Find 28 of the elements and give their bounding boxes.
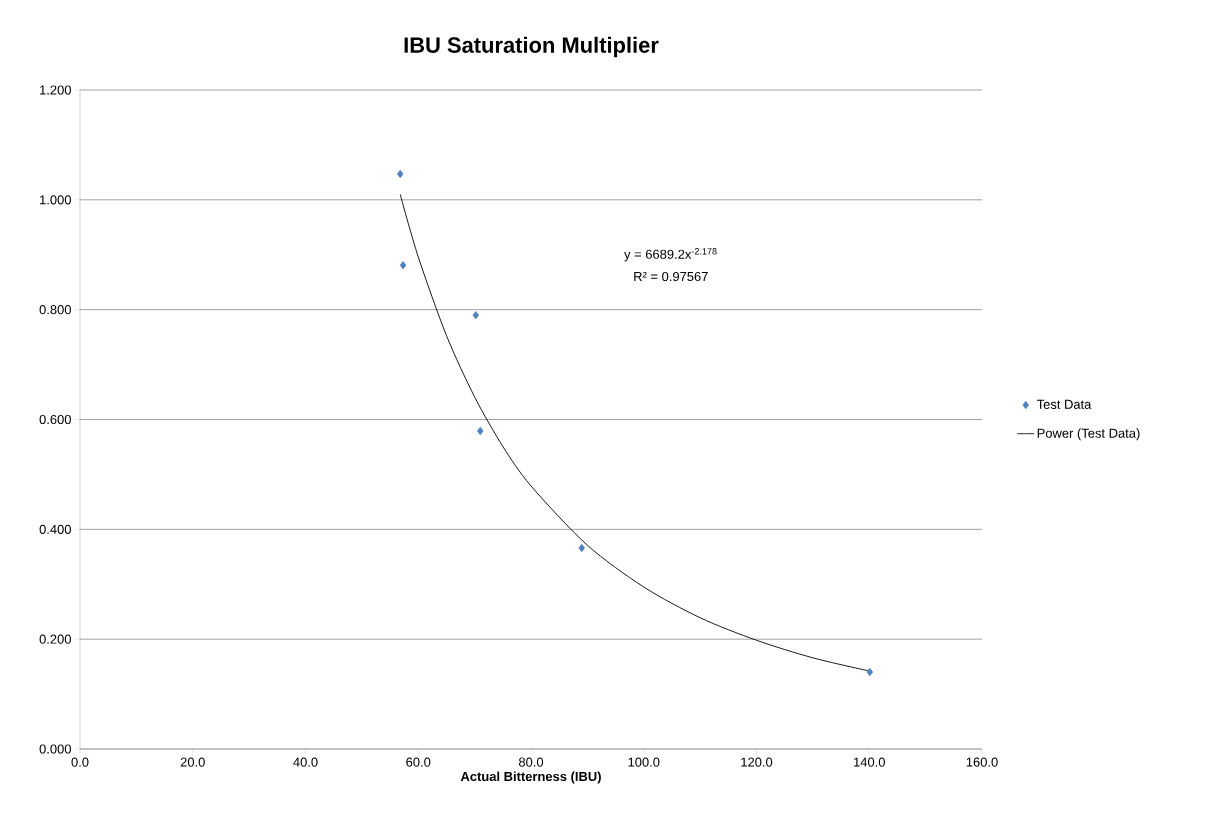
x-tick-label: 100.0 <box>628 757 660 767</box>
point <box>866 667 874 677</box>
x-tick-label: 20.0 <box>180 757 205 767</box>
x-axis-title: Actual Bitterness (IBU) <box>460 771 601 784</box>
annotation: R² = 0.97567 <box>634 271 708 282</box>
point <box>397 169 404 179</box>
y-tick-label: 0.600 <box>39 414 71 425</box>
point <box>472 310 479 320</box>
point <box>399 260 407 270</box>
legend-label: Power (Test Data) <box>1037 428 1140 441</box>
annotation: y = 6689.2x$^{-2.178}$ <box>624 248 717 262</box>
legend-label: Test Data <box>1036 399 1092 409</box>
x-tick-label: 120.0 <box>741 757 773 767</box>
chart-title: IBU Saturation Multiplier <box>404 36 659 58</box>
y-tick-label: 0.400 <box>39 524 71 534</box>
x-tick-label: 80.0 <box>518 757 544 767</box>
y-tick-label: 1.200 <box>40 85 71 95</box>
x-tick-label: 140.0 <box>854 757 885 767</box>
y-tick-label: 0.800 <box>39 305 71 315</box>
y-tick-label: 0.000 <box>39 744 71 754</box>
point <box>578 543 585 553</box>
x-tick-label: 0.0 <box>71 757 89 767</box>
x-tick-label: 160.0 <box>966 757 998 767</box>
x-tick-label: 60.0 <box>406 757 431 767</box>
y-tick-label: 1.000 <box>40 195 71 205</box>
x-tick-label: 40.0 <box>293 757 318 767</box>
point <box>477 426 484 436</box>
y-tick-label: 0.200 <box>39 634 71 644</box>
